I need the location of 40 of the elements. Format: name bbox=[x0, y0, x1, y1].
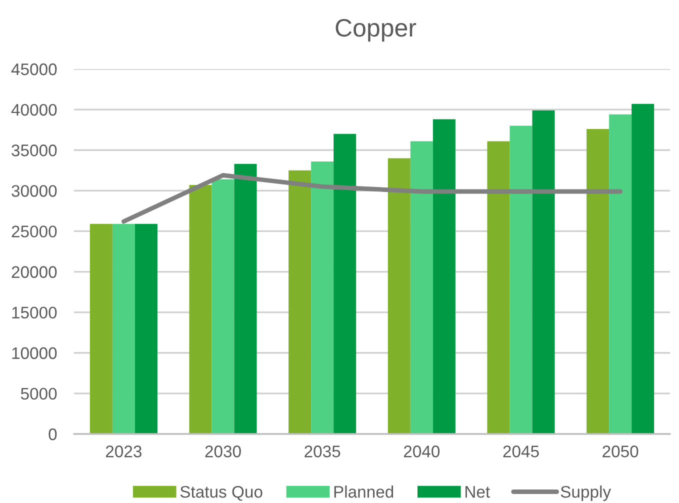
legend-label: Status Quo bbox=[180, 486, 262, 501]
bar bbox=[212, 179, 234, 434]
x-tick-label: 2050 bbox=[602, 446, 638, 458]
line-series bbox=[121, 173, 623, 224]
bar bbox=[311, 161, 334, 434]
x-tick-label: 2045 bbox=[503, 446, 539, 458]
bar bbox=[189, 184, 212, 434]
bar bbox=[388, 158, 410, 434]
y-tick-label: 10000 bbox=[12, 347, 57, 360]
bar bbox=[432, 119, 456, 434]
x-tick-label: 2040 bbox=[404, 446, 440, 458]
bar bbox=[410, 141, 433, 434]
bar bbox=[586, 129, 610, 434]
bar bbox=[134, 224, 158, 434]
bar bbox=[632, 104, 654, 434]
bar bbox=[234, 164, 257, 434]
bar bbox=[487, 141, 510, 434]
legend-label: Planned bbox=[334, 486, 394, 498]
bar bbox=[532, 110, 555, 434]
x-tick-label: 2023 bbox=[106, 446, 142, 458]
bar bbox=[334, 134, 356, 434]
y-tick-label: 35000 bbox=[12, 144, 57, 156]
y-tick-label: 0 bbox=[48, 428, 57, 440]
bar bbox=[112, 224, 135, 434]
y-tick-label: 25000 bbox=[12, 226, 57, 238]
legend-label: Net bbox=[466, 486, 490, 498]
bar bbox=[609, 114, 632, 434]
chart-title: Copper bbox=[336, 19, 416, 42]
bar bbox=[288, 170, 312, 434]
y-tick-label: 20000 bbox=[12, 266, 57, 278]
y-tick-label: 30000 bbox=[12, 185, 57, 197]
bar bbox=[510, 126, 532, 434]
x-tick-label: 2030 bbox=[205, 446, 241, 458]
y-tick-label: 45000 bbox=[11, 63, 57, 76]
y-tick-label: 15000 bbox=[12, 306, 57, 319]
bar bbox=[90, 224, 112, 434]
y-tick-label: 5000 bbox=[20, 388, 57, 400]
y-tick-label: 40000 bbox=[11, 104, 57, 116]
x-tick-label: 2035 bbox=[304, 446, 340, 458]
legend-label: Supply bbox=[560, 486, 612, 502]
